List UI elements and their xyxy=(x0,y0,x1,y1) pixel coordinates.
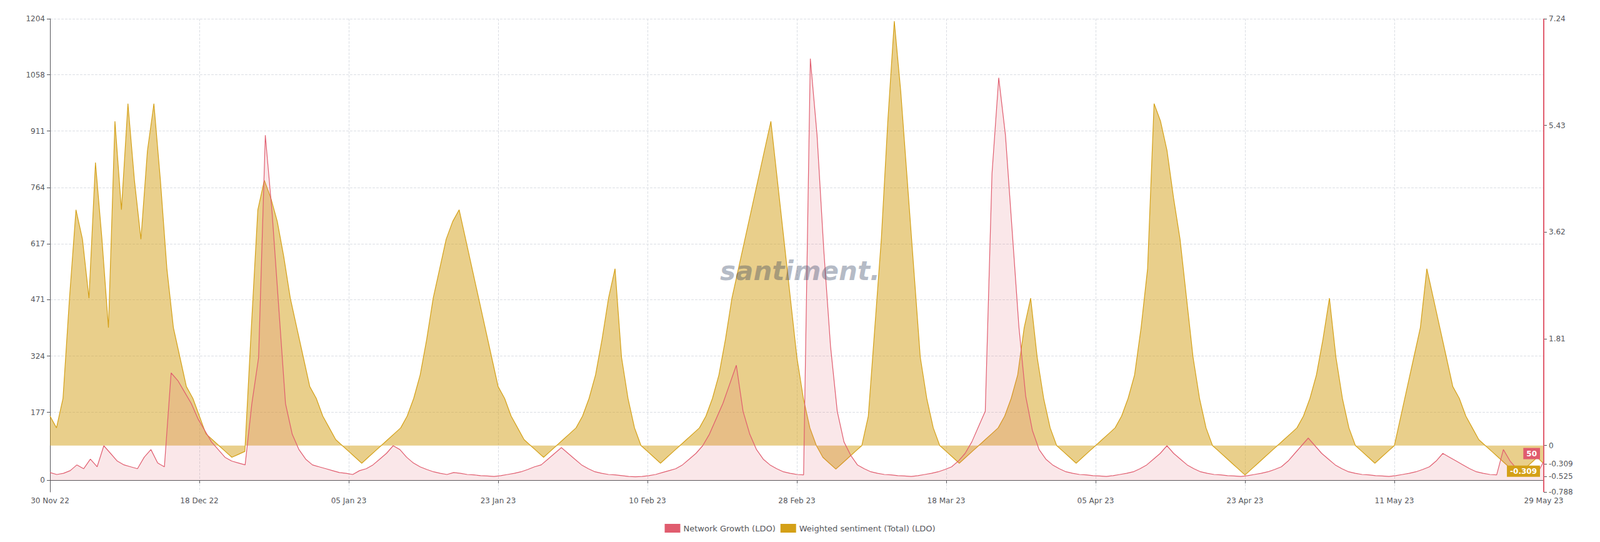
svg-text:-0.788: -0.788 xyxy=(1548,487,1574,497)
svg-text:50: 50 xyxy=(1526,449,1537,459)
svg-text:0: 0 xyxy=(1548,441,1554,450)
svg-text:324: 324 xyxy=(30,351,45,361)
svg-text:-0.525: -0.525 xyxy=(1548,471,1574,481)
svg-text:7.24: 7.24 xyxy=(1548,14,1566,24)
svg-text:29 May 23: 29 May 23 xyxy=(1524,496,1564,505)
svg-text:santiment.: santiment. xyxy=(720,255,880,287)
svg-text:5.43: 5.43 xyxy=(1548,121,1566,130)
svg-text:30 Nov 22: 30 Nov 22 xyxy=(30,496,70,505)
svg-text:28 Feb 23: 28 Feb 23 xyxy=(778,496,815,505)
svg-text:3.62: 3.62 xyxy=(1548,227,1566,237)
svg-text:0: 0 xyxy=(40,475,45,485)
svg-text:1.81: 1.81 xyxy=(1548,334,1566,344)
svg-text:11 May 23: 11 May 23 xyxy=(1375,496,1415,505)
svg-text:18 Mar 23: 18 Mar 23 xyxy=(927,496,966,505)
svg-text:1058: 1058 xyxy=(25,70,45,80)
svg-text:617: 617 xyxy=(30,239,45,249)
svg-text:1204: 1204 xyxy=(25,14,45,24)
svg-text:Network Growth (LDO): Network Growth (LDO) xyxy=(683,523,775,534)
svg-text:05 Jan 23: 05 Jan 23 xyxy=(331,496,367,505)
svg-text:23 Apr 23: 23 Apr 23 xyxy=(1226,496,1264,505)
svg-text:18 Dec 22: 18 Dec 22 xyxy=(180,496,219,505)
svg-text:23 Jan 23: 23 Jan 23 xyxy=(480,496,517,505)
svg-text:764: 764 xyxy=(30,183,45,192)
svg-text:Weighted sentiment (Total) (LD: Weighted sentiment (Total) (LDO) xyxy=(799,523,936,534)
svg-text:911: 911 xyxy=(30,126,45,136)
svg-text:471: 471 xyxy=(30,295,45,304)
svg-text:10 Feb 23: 10 Feb 23 xyxy=(628,496,666,505)
svg-text:05 Apr 23: 05 Apr 23 xyxy=(1077,496,1115,505)
svg-text:-0.309: -0.309 xyxy=(1548,459,1574,469)
svg-text:177: 177 xyxy=(30,408,45,417)
svg-text:-0.309: -0.309 xyxy=(1510,466,1537,476)
